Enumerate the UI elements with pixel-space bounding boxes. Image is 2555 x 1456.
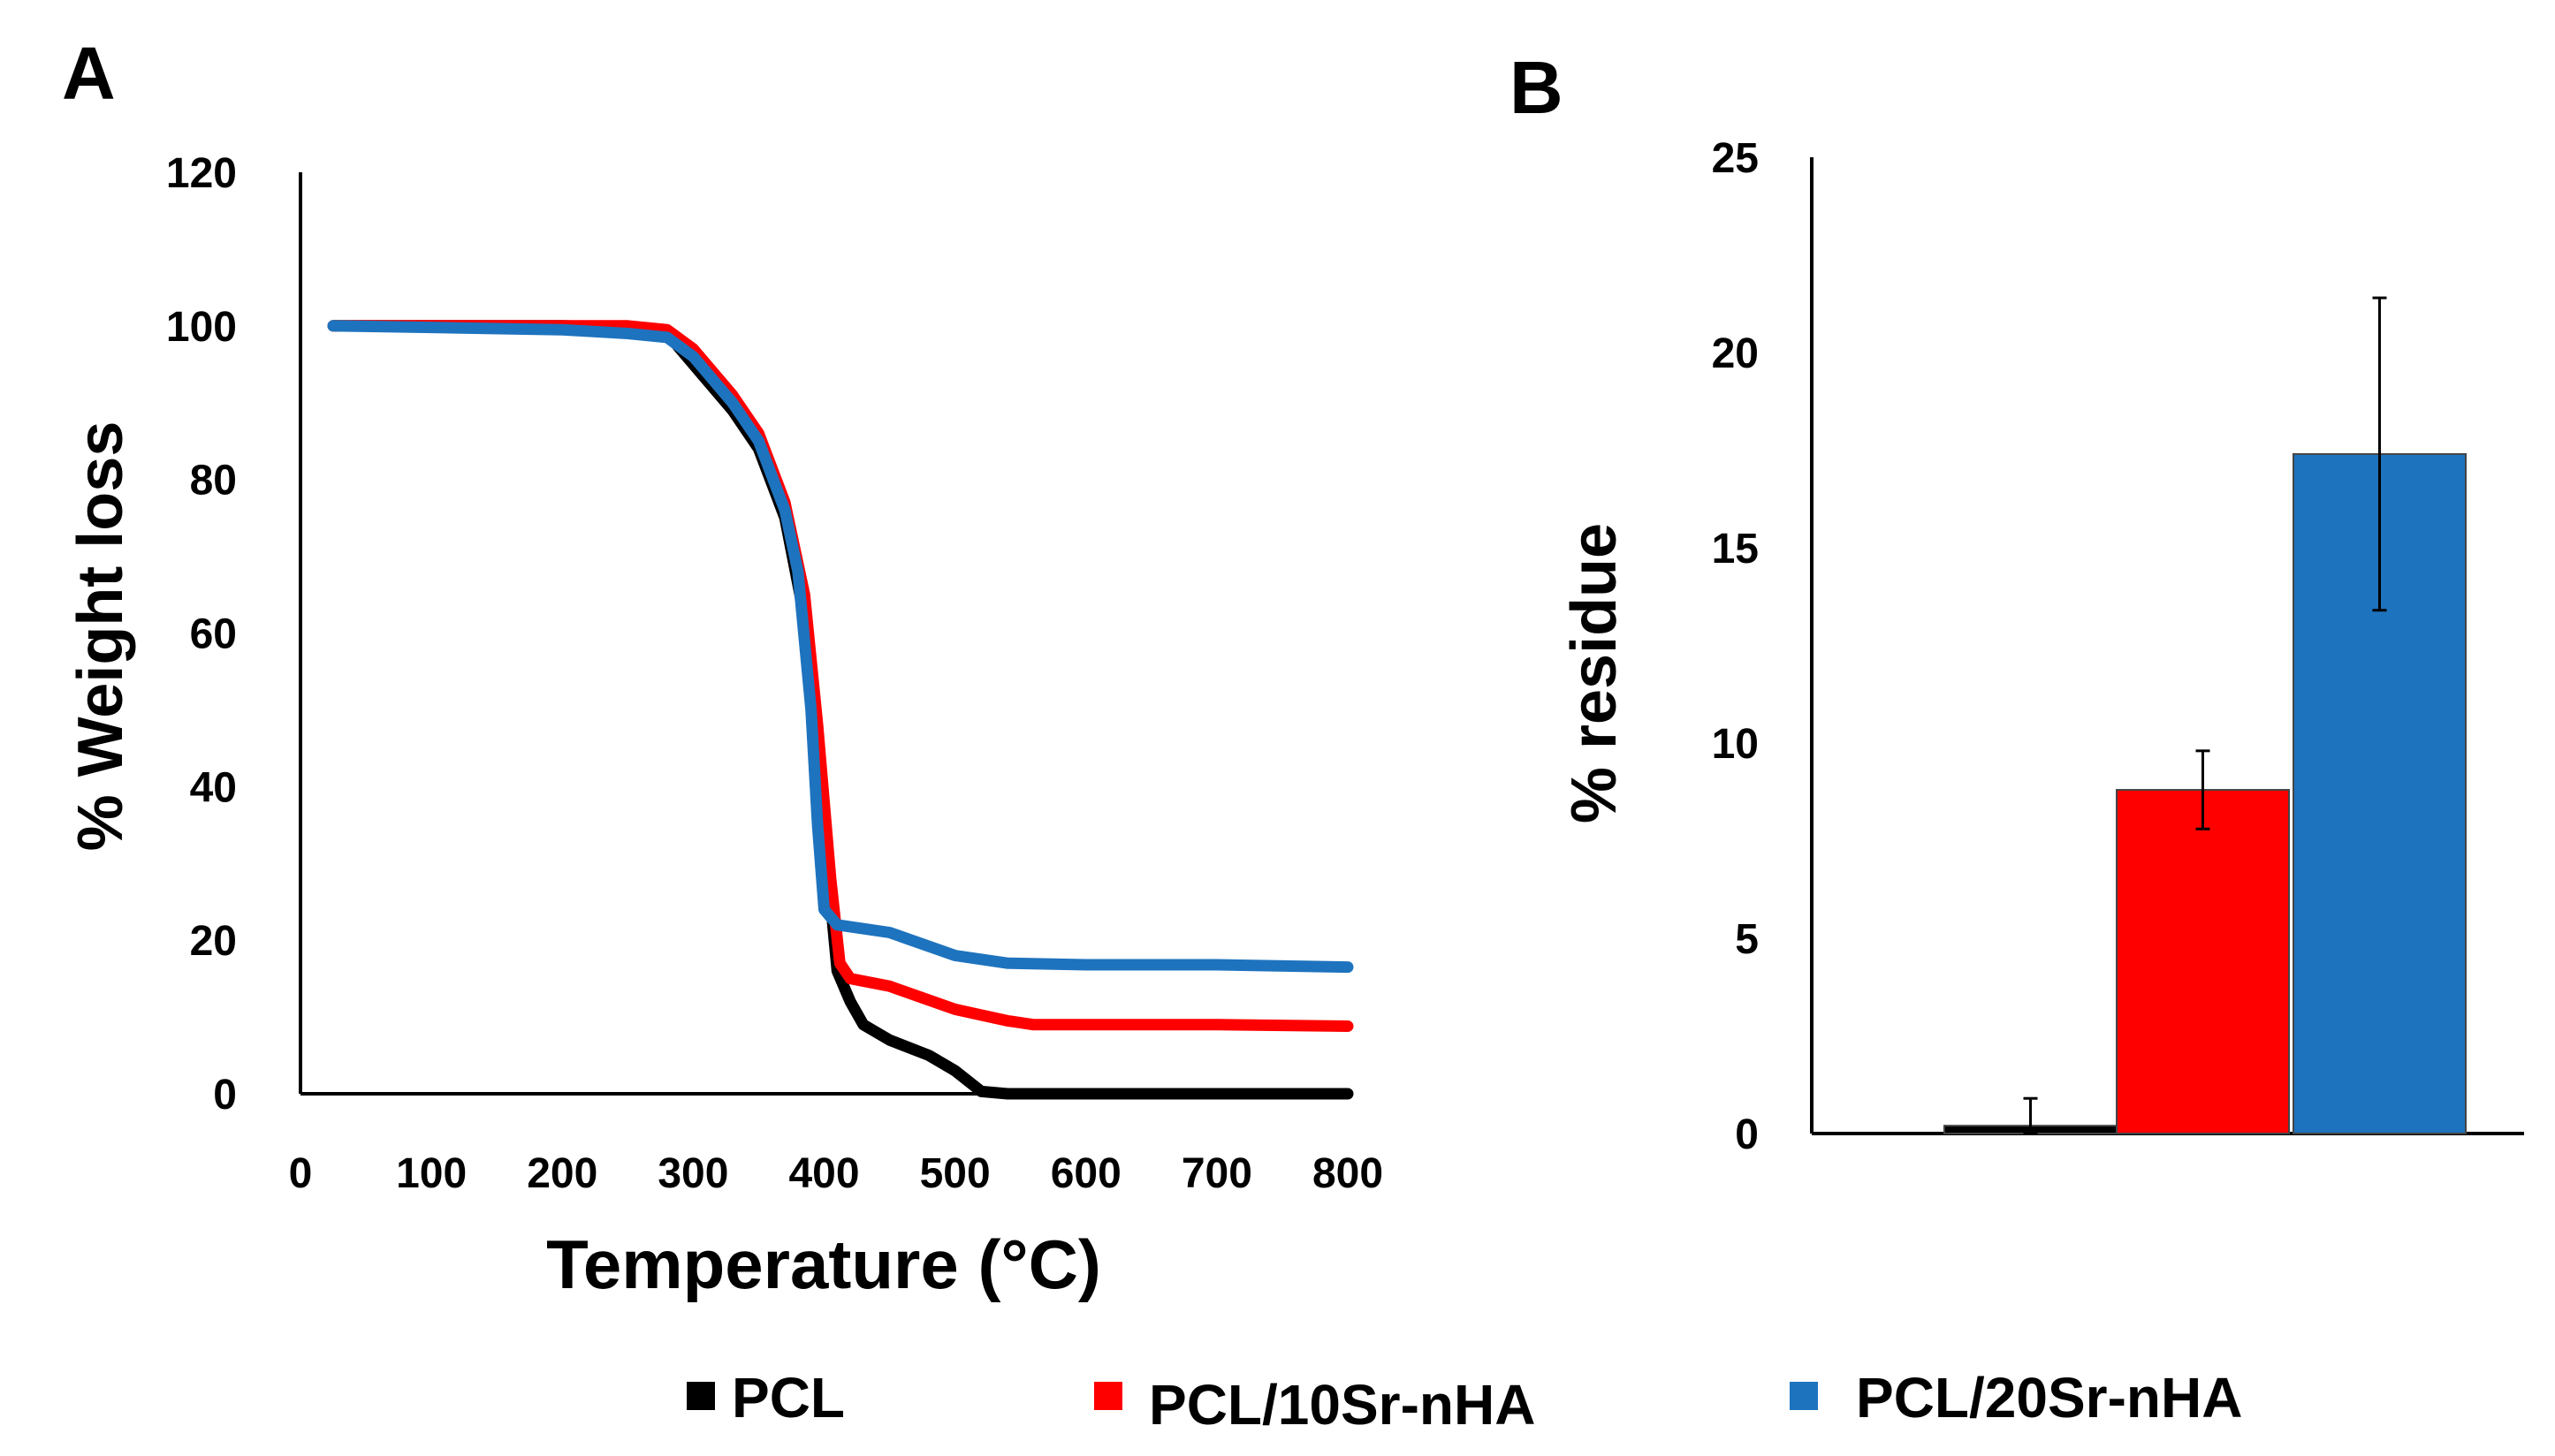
- y-tick-label: 80: [190, 458, 237, 504]
- x-tick-label: 500: [920, 1150, 991, 1197]
- y-tick-label: 120: [166, 150, 237, 197]
- legend-label-pcl-20sr-nha: PCL/20Sr-nHA: [1856, 1366, 2242, 1429]
- series-line-pcl: [327, 320, 1354, 1100]
- bar-pcl-10sr-nha: [2116, 789, 2290, 1134]
- y-tick-label: 20: [190, 918, 237, 965]
- y-tick-label: 0: [1735, 1111, 1759, 1158]
- legend-label-pcl: PCL: [732, 1366, 845, 1429]
- y-axis-title: % Weight loss: [65, 421, 136, 852]
- x-tick-label: 600: [1051, 1150, 1122, 1197]
- weight-loss-chart: 0 20 40 60 80 100 120 0 100 200 300 400 500 600 700 80…: [65, 150, 1383, 1303]
- legend-swatch-pcl: [687, 1382, 715, 1410]
- x-tick-label: 100: [396, 1150, 467, 1197]
- panel-a-label: A: [62, 32, 116, 115]
- y-tick-label: 15: [1712, 526, 1759, 573]
- panel-b-label: B: [1509, 46, 1563, 129]
- legend: PCL PCL/10Sr-nHA PCL/20Sr-nHA: [687, 1366, 2242, 1437]
- legend-swatch-pcl-10sr-nha: [1094, 1382, 1122, 1410]
- x-tick-label: 200: [527, 1150, 597, 1197]
- y-tick-label: 25: [1712, 135, 1759, 182]
- residue-chart: 0 5 10 15 20 25 % residue: [1559, 135, 2524, 1158]
- y-tick-label: 40: [190, 764, 237, 811]
- y-tick-label: 60: [190, 611, 237, 658]
- y-tick-label: 5: [1735, 916, 1759, 963]
- legend-swatch-pcl-20sr-nha: [1790, 1382, 1818, 1410]
- y-axis-title: % residue: [1559, 523, 1630, 823]
- x-tick-label: 400: [788, 1150, 859, 1197]
- x-tick-label: 0: [289, 1150, 313, 1197]
- y-tick-label: 20: [1712, 330, 1759, 377]
- series-line-pcl-20sr-nha: [327, 320, 1354, 974]
- y-tick-label: 10: [1712, 721, 1759, 768]
- x-axis-title: Temperature (°C): [546, 1225, 1101, 1303]
- x-tick-label: 800: [1312, 1150, 1383, 1197]
- y-tick-label: 100: [166, 304, 237, 351]
- x-tick-label: 700: [1182, 1150, 1252, 1197]
- legend-label-pcl-10sr-nha: PCL/10Sr-nHA: [1149, 1373, 1535, 1437]
- x-tick-label: 300: [658, 1150, 728, 1197]
- y-tick-label: 0: [213, 1072, 237, 1119]
